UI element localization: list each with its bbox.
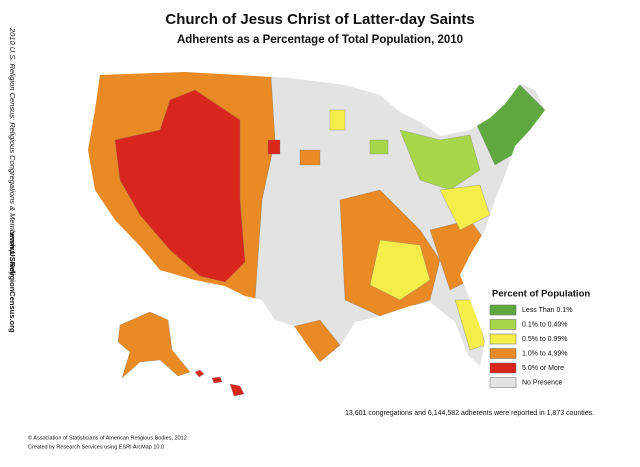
legend-swatch xyxy=(489,362,517,374)
map-region xyxy=(399,129,481,191)
map-region xyxy=(299,149,321,166)
legend-label: Less Than 0.1% xyxy=(522,307,572,314)
url-text: www.USReligionCensus.org xyxy=(8,231,17,333)
note: 13,601 congregations and 6,144,582 adher… xyxy=(345,410,594,417)
map-region xyxy=(267,139,281,155)
hawaii xyxy=(229,383,245,397)
subtitle: Adherents as a Percentage of Total Popul… xyxy=(177,34,463,46)
map-region xyxy=(329,109,346,131)
hawaii xyxy=(194,369,205,378)
legend-label: 5.0% or More xyxy=(522,365,564,372)
legend-swatch xyxy=(489,319,517,330)
legend-swatch xyxy=(489,377,517,388)
legend-label: No Presence xyxy=(522,379,563,386)
footer-line: © Association of Statisticians of Americ… xyxy=(28,434,187,441)
legend-label: 0.5% to 0.99% xyxy=(522,336,568,343)
legend-swatch xyxy=(489,348,517,359)
study-text: 2010 U.S. Religion Census: Religious Con… xyxy=(8,27,17,277)
footer-line: Created by Research Services using ESRI … xyxy=(28,444,164,450)
map-region xyxy=(439,184,491,231)
legend: Less Than 0.1% 0.1% to 0.49% 0.5% to 0.99%… xyxy=(489,304,572,388)
legend-label: 1.0% to 4.99% xyxy=(522,350,568,357)
legend-label: 0.1% to 0.49% xyxy=(522,321,568,328)
hawaii xyxy=(211,376,223,384)
title: Church of Jesus Christ of Latter-day Sai… xyxy=(165,11,474,28)
alaska xyxy=(117,311,191,379)
legend-swatch xyxy=(489,304,517,316)
legend-title: Percent of Population xyxy=(492,289,590,300)
map-region xyxy=(369,139,389,155)
map-region xyxy=(114,89,246,283)
map-region xyxy=(369,239,431,301)
legend-swatch xyxy=(489,333,517,345)
